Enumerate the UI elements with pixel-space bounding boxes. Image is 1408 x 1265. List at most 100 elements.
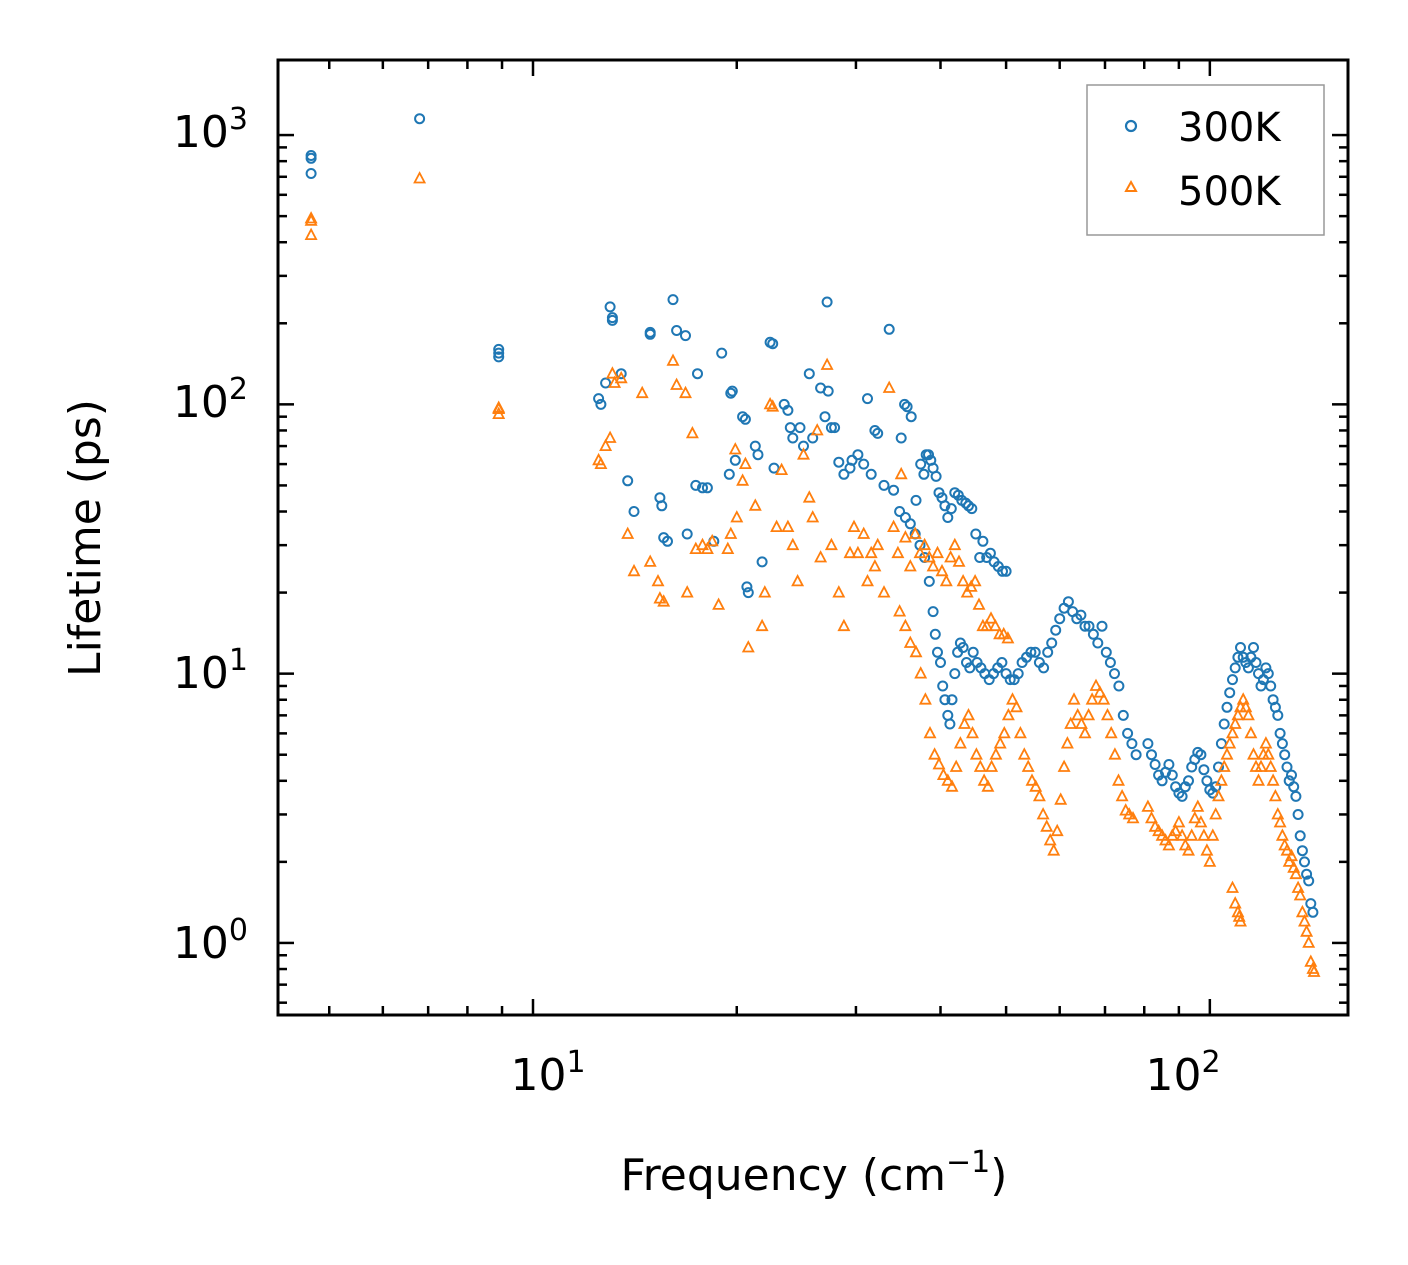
data-point-500k [670,377,684,390]
x-axis-label: Frequency (cm−1) [621,1145,1008,1201]
data-point-500k [814,550,828,563]
data-point-300k [1142,738,1154,750]
data-point-500k [1074,716,1088,729]
data-point-500k [1275,828,1289,841]
data-point-300k [1274,727,1286,739]
data-point-500k [1017,747,1031,760]
data-point-300k [692,368,703,380]
data-point-300k [1113,680,1125,692]
data-point-500k [627,563,641,577]
data-point-500k [758,585,772,598]
data-point-300k [1229,662,1241,674]
data-point-500k [969,747,983,760]
data-point-300k [930,470,942,482]
data-point-300k [1046,637,1058,649]
data-point-300k [878,479,890,491]
data-point-500k [977,773,991,786]
data-point-300k [803,368,815,380]
data-point-500k [1261,747,1275,760]
data-point-300k [858,458,870,470]
data-point-500k [1025,773,1039,786]
data-point-300k [729,454,741,466]
data-point-500k [1228,716,1242,729]
data-point-500k [1241,707,1255,721]
data-point-300k [1235,642,1246,653]
data-point-500k [962,707,975,721]
data-point-300k [493,343,505,355]
x-tick-base: 10 [1145,1050,1201,1101]
legend-label-300k: 300K [1178,105,1282,151]
data-point-500k [1254,759,1268,772]
data-point-500k [898,530,912,543]
data-point-500k [1206,828,1220,841]
data-point-500k [1302,935,1316,948]
y-tick-label-10: 101 [173,643,248,699]
data-point-500k [1064,716,1078,729]
data-point-300k [939,694,951,706]
data-point-300k [1183,775,1194,787]
data-point-300k [600,377,612,389]
data-point-500k [1228,896,1242,909]
data-point-300k [1149,759,1161,770]
data-point-500k [696,537,709,551]
data-point-300k [1122,727,1134,739]
data-point-300k [622,475,634,487]
data-point-500k [775,462,789,476]
data-point-500k [1293,888,1307,901]
data-point-500k [949,759,963,772]
data-point-300k [888,484,900,496]
data-point-500k [1054,792,1068,805]
data-point-300k [939,500,951,512]
data-point-300k [1198,764,1210,776]
data-point-500k [643,554,657,567]
data-point-500k [1209,807,1223,820]
data-point-500k [1200,843,1214,856]
data-point-500k [738,456,752,470]
data-point-500k [973,759,987,772]
data-point-300k [1204,784,1216,796]
data-point-300k [974,552,986,563]
data-point-500k [1268,788,1282,802]
data-point-500k [935,563,949,577]
data-point-500k [952,554,966,567]
data-point-300k [901,401,913,413]
data-point-300k [305,150,317,161]
data-point-300k [1210,781,1222,793]
data-point-500k [1214,773,1228,786]
data-point-500k [766,399,780,412]
data-point-500k [913,545,927,559]
data-point-500k [304,227,318,241]
data-point-300k [756,556,768,568]
data-point-500k [914,666,928,679]
data-point-500k [997,725,1011,739]
data-point-500k [1217,759,1231,772]
data-point-500k [1291,880,1305,893]
data-point-300k [944,718,956,730]
data-point-300k [1250,657,1262,668]
data-point-500k [1266,773,1280,786]
data-point-300k [1299,856,1310,868]
data-point-500k [763,396,777,410]
data-point-500k [721,541,735,554]
data-point-300k [1025,646,1037,658]
data-point-500k [958,716,971,729]
data-point-500k [786,537,800,551]
data-point-500k [988,618,1002,632]
data-point-500k [1057,759,1071,772]
data-point-300k [604,301,616,313]
data-point-300k [1260,662,1272,674]
data-point-300k [737,411,749,423]
data-point-500k [657,594,671,607]
data-point-500k [918,537,932,551]
data-point-500k [980,618,994,632]
data-point-500k [1097,692,1111,705]
data-point-300k [1029,646,1041,658]
data-point-300k [1163,759,1175,770]
data-point-300k [752,449,764,461]
data-point-500k [944,550,958,563]
data-point-300k [1296,845,1308,857]
data-point-300k [1166,769,1178,781]
data-point-500k [1298,914,1311,927]
data-point-500k [877,585,891,598]
data-point-300k [1237,651,1249,663]
